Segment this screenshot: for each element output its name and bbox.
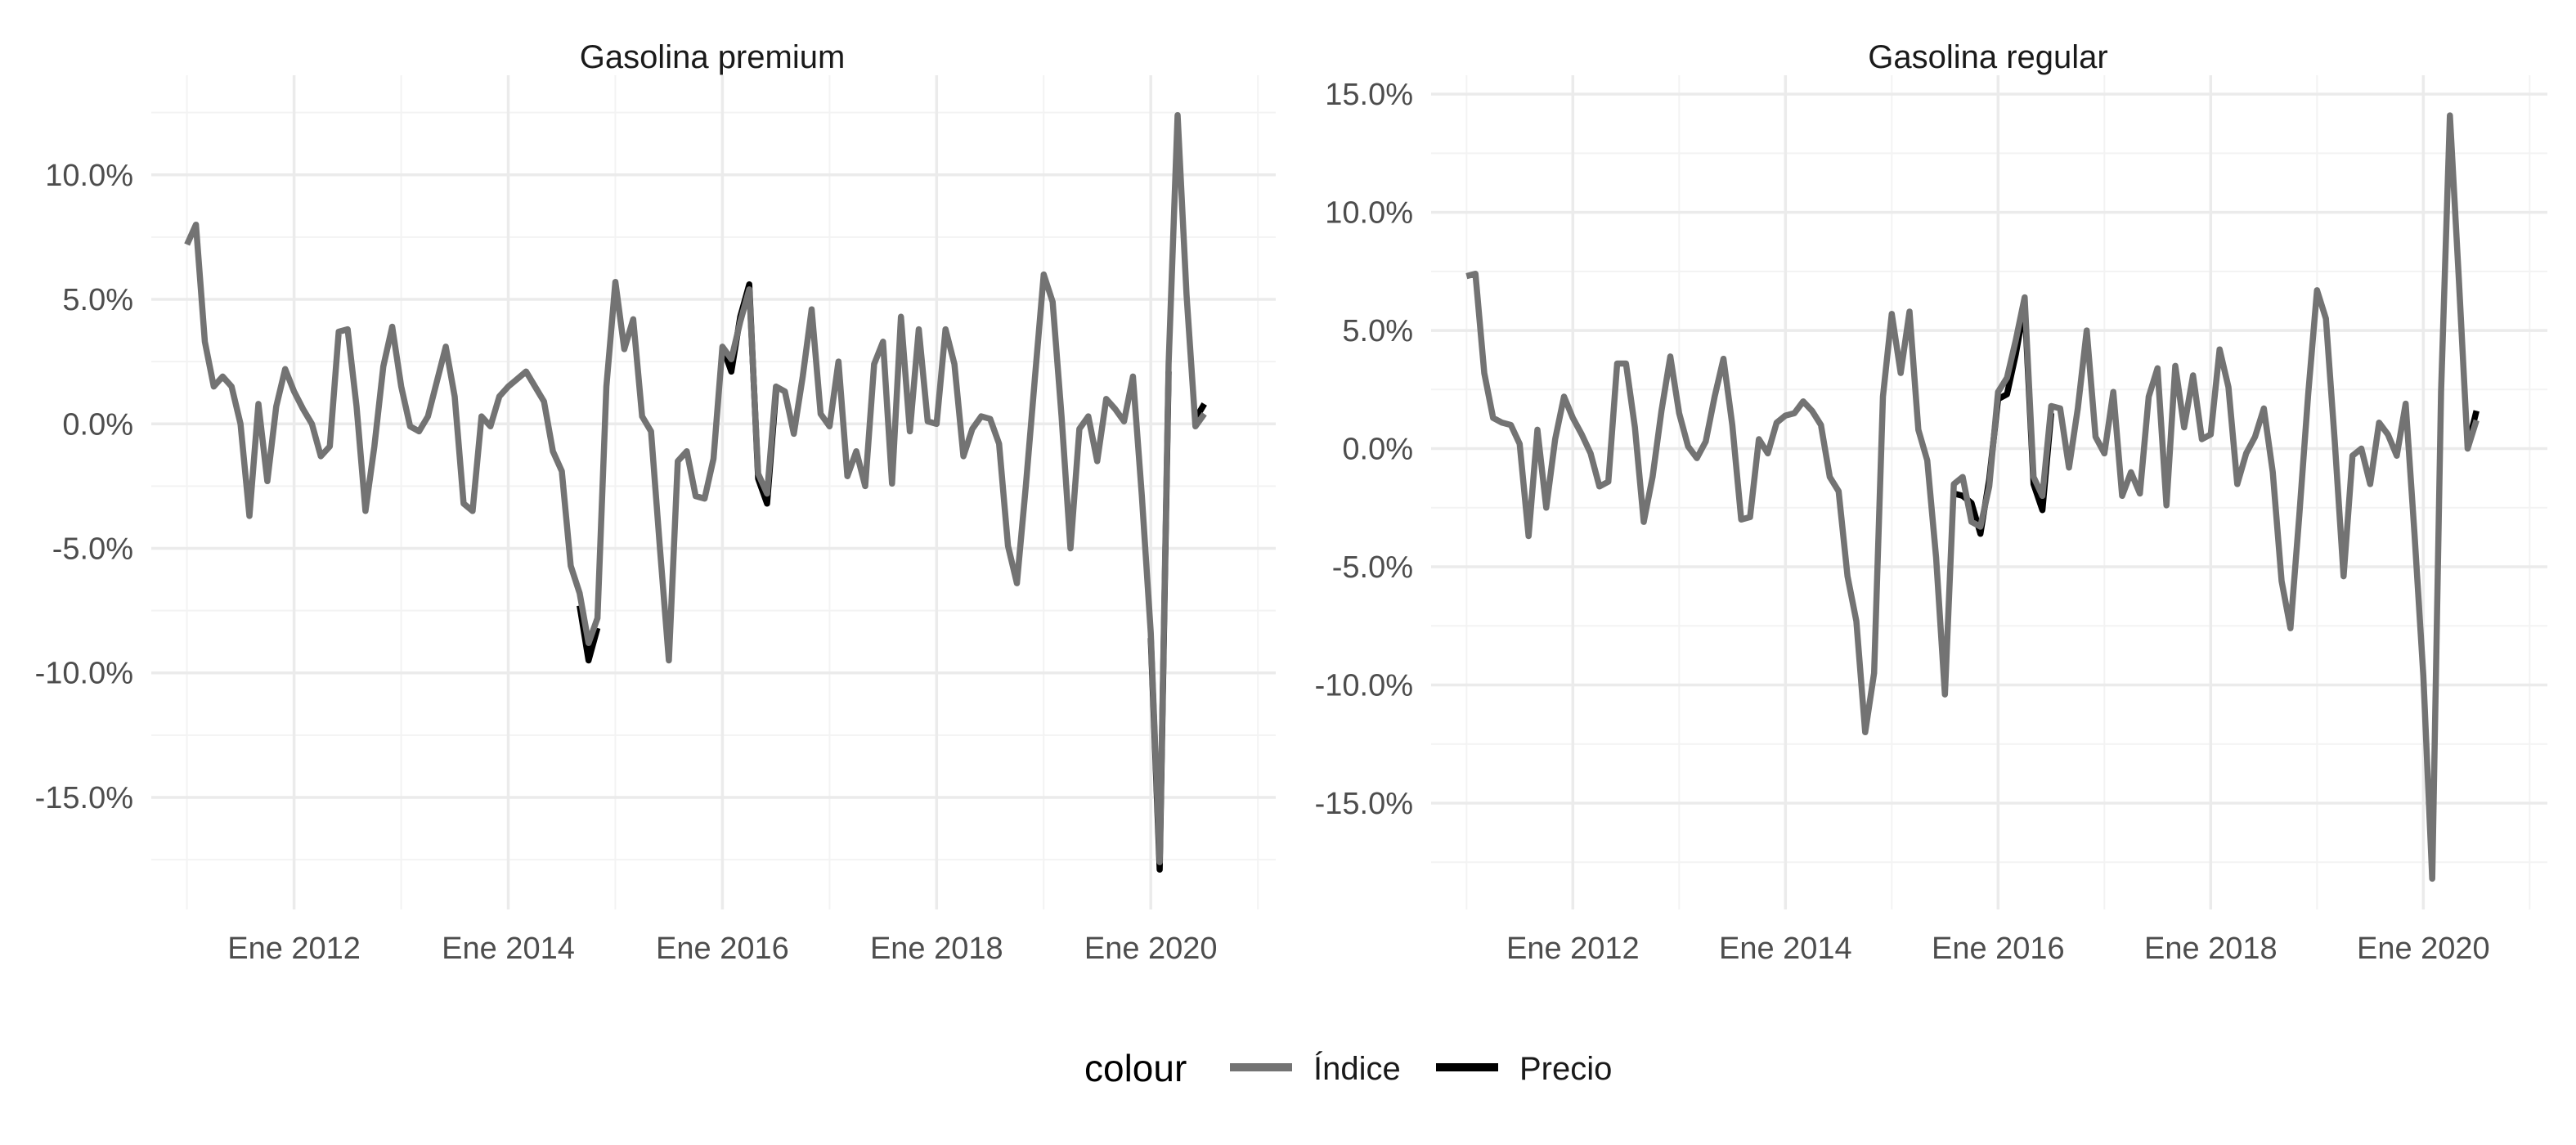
y-tick-label: -5.0%: [1332, 550, 1413, 585]
y-tick-label: -10.0%: [35, 657, 133, 691]
series-line-precio: [719, 281, 779, 507]
panel-gasolina-premium: Gasolina premium 10.0% 5.0% 0.0% -5.0% -10.0…: [35, 39, 1276, 966]
y-tick-label: 10.0%: [45, 159, 133, 193]
x-tick-label: Ene 2018: [870, 932, 1003, 966]
x-tick-label: Ene 2014: [442, 932, 575, 966]
x-tick-label: Ene 2016: [1932, 932, 2065, 966]
legend-label-indice: Índice: [1313, 1050, 1401, 1087]
x-tick-label: Ene 2012: [1506, 932, 1640, 966]
y-tick-label: -5.0%: [52, 532, 133, 567]
y-axis-ticks: 15.0% 10.0% 5.0% 0.0% -5.0% -10.0% -15.0%: [1315, 78, 1413, 821]
y-tick-label: 10.0%: [1325, 196, 1413, 231]
x-axis-ticks: Ene 2012 Ene 2014 Ene 2016 Ene 2018 Ene 2020: [1506, 932, 2490, 966]
y-tick-label: -15.0%: [1315, 787, 1413, 821]
y-tick-label: -10.0%: [1315, 668, 1413, 703]
panel-gasolina-regular: Gasolina regular 15.0% 10.0% 5.0% 0.0% -5.0%…: [1315, 39, 2547, 966]
series-line-indice: [184, 111, 1207, 865]
x-tick-label: Ene 2018: [2144, 932, 2278, 966]
x-tick-label: Ene 2020: [2357, 932, 2490, 966]
legend: colour Índice Precio: [1084, 1047, 1612, 1089]
y-tick-label: 5.0%: [1342, 314, 1413, 348]
x-tick-label: Ene 2014: [1719, 932, 1852, 966]
y-tick-label: 0.0%: [1342, 433, 1413, 467]
y-tick-label: 15.0%: [1325, 78, 1413, 112]
x-tick-label: Ene 2020: [1084, 932, 1218, 966]
y-tick-label: 5.0%: [62, 283, 133, 317]
y-axis-ticks: 10.0% 5.0% 0.0% -5.0% -10.0% -15.0%: [35, 159, 133, 815]
grid: [151, 75, 1276, 909]
panel-title: Gasolina premium: [580, 39, 846, 75]
series-layer: [184, 111, 1207, 873]
panel-title: Gasolina regular: [1868, 39, 2108, 75]
y-tick-label: 0.0%: [62, 407, 133, 442]
legend-label-precio: Precio: [1519, 1051, 1612, 1087]
series-layer: [1465, 112, 2480, 882]
x-tick-label: Ene 2016: [656, 932, 789, 966]
grid: [1431, 75, 2547, 909]
legend-title: colour: [1084, 1047, 1187, 1089]
x-tick-label: Ene 2012: [227, 932, 361, 966]
series-line-indice: [1465, 112, 2480, 882]
y-tick-label: -15.0%: [35, 781, 133, 815]
x-axis-ticks: Ene 2012 Ene 2014 Ene 2016 Ene 2018 Ene 2020: [227, 932, 1217, 966]
